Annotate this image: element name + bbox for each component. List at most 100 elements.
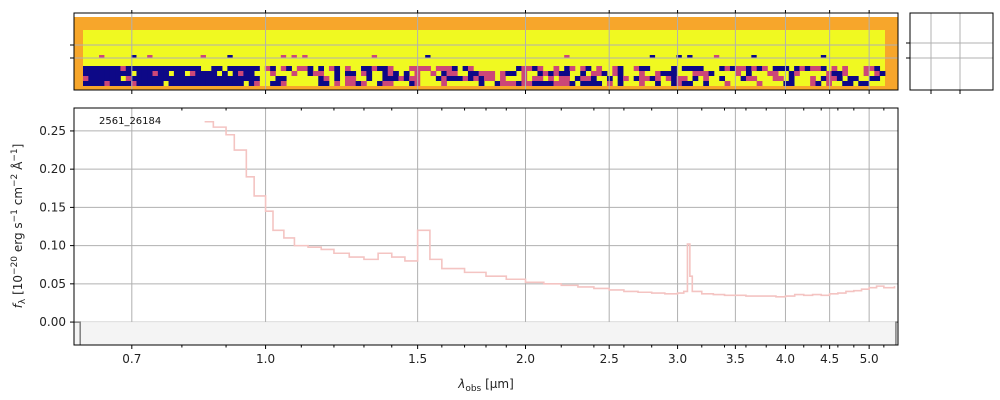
heatmap-cell: [173, 71, 180, 76]
heatmap-cell: [639, 71, 645, 76]
heatmap-cell: [302, 66, 308, 71]
heatmap-cell: [254, 66, 260, 71]
heatmap-cell: [863, 66, 870, 71]
heatmap-cell: [676, 81, 683, 86]
heatmap-cell: [307, 66, 314, 71]
heatmap-cell: [804, 66, 811, 71]
heatmap-cell: [788, 81, 795, 86]
heatmap-cell: [238, 71, 244, 76]
heatmap-cell: [205, 81, 212, 86]
heatmap-cell: [270, 71, 276, 76]
heatmap-cell: [387, 81, 394, 86]
x-tick-label: 4.5: [820, 352, 839, 366]
heatmap-cell: [238, 76, 244, 81]
heatmap-cell: [232, 66, 239, 71]
heatmap-cell: [286, 66, 292, 71]
heatmap-cell: [125, 71, 132, 76]
heatmap-cell: [751, 76, 758, 81]
heatmap-cell: [409, 66, 415, 71]
heatmap-cell: [794, 66, 800, 71]
heatmap-cell: [227, 55, 233, 58]
heatmap-cell: [687, 66, 693, 71]
heatmap-cells: [74, 17, 898, 90]
heatmap-cell: [617, 66, 624, 71]
heatmap-cell: [580, 76, 586, 81]
spectrum-1d-background: [74, 108, 898, 345]
spectrum-ticks: 0.7 1.0 1.5 2.0 2.5 3.0 3.5 4.0 4.5 5.0 0.00 0.05 0.…: [39, 108, 885, 366]
heatmap-cell: [681, 76, 688, 81]
heatmap-cell: [740, 76, 747, 81]
spectrum-2d-panel: [70, 10, 899, 94]
heatmap-cell: [596, 81, 603, 86]
heatmap-cell: [826, 81, 832, 86]
y-tick-label: 0.20: [39, 162, 66, 176]
heatmap-cell: [617, 71, 624, 76]
heatmap-cell: [227, 66, 234, 71]
heatmap-cell: [852, 76, 859, 81]
spectrum-line: [204, 120, 896, 298]
heatmap-cell: [542, 71, 549, 76]
heatmap-cell: [858, 81, 865, 86]
heatmap-cell: [462, 76, 469, 81]
heatmap-cell: [756, 66, 763, 71]
heatmap-cell: [83, 76, 89, 81]
heatmap-cell: [409, 81, 415, 86]
heatmap-cell: [88, 81, 95, 86]
heatmap-cell: [409, 76, 415, 81]
heatmap-cell: [99, 71, 105, 76]
heatmap-cell: [157, 66, 164, 71]
heatmap-cell: [189, 71, 196, 76]
heatmap-cell: [863, 81, 870, 86]
heatmap-cell: [243, 76, 250, 81]
heatmap-cell: [147, 55, 153, 58]
spectrum-2d-frame: [73, 12, 899, 91]
heatmap-cell: [815, 66, 822, 71]
heatmap-cell: [692, 76, 699, 81]
heatmap-cell: [248, 66, 255, 71]
side-panel-frame: [909, 12, 994, 91]
heatmap-cell: [815, 81, 822, 86]
heatmap-cell: [542, 81, 549, 86]
heatmap-cell: [216, 66, 223, 71]
heatmap-cell: [344, 81, 351, 86]
heatmap-cell: [772, 66, 779, 71]
heatmap-cell: [168, 66, 175, 71]
heatmap-cell: [195, 81, 202, 86]
heatmap-cell: [163, 66, 169, 71]
heatmap-cell: [99, 81, 105, 86]
heatmap-cell: [200, 55, 206, 58]
heatmap-cell: [681, 66, 688, 71]
heatmap-cell: [232, 81, 239, 86]
heatmap-cell: [836, 71, 843, 76]
heatmap-cell: [136, 81, 143, 86]
heatmap-cell: [88, 66, 95, 71]
heatmap-cell: [318, 71, 324, 76]
heatmap-cell: [649, 55, 656, 58]
heatmap-cell: [323, 81, 330, 86]
heatmap-cell: [772, 76, 779, 81]
heatmap-cell: [243, 66, 250, 71]
heatmap-cell: [601, 71, 608, 76]
side-panel: [906, 12, 994, 94]
heatmap-cell: [238, 66, 244, 71]
heatmap-cell: [136, 66, 143, 71]
heatmap-cell: [826, 71, 832, 76]
heatmap-cell: [558, 81, 565, 86]
heatmap-cell: [232, 76, 239, 81]
heatmap-cell: [104, 81, 111, 86]
heatmap-cell: [590, 81, 597, 86]
x-tick-label: 2.5: [600, 352, 619, 366]
heatmap-cell: [216, 76, 223, 81]
heatmap-cell: [109, 76, 116, 81]
heatmap-cell: [88, 71, 95, 76]
heatmap-cell: [831, 76, 838, 81]
heatmap-cell: [810, 81, 816, 86]
heatmap-cell: [350, 76, 357, 81]
heatmap-cell: [205, 71, 212, 76]
heatmap-cell: [745, 71, 752, 76]
heatmap-cell: [179, 76, 185, 81]
heatmap-cell: [248, 76, 255, 81]
heatmap-cell: [254, 76, 260, 81]
heatmap-cell: [569, 81, 576, 86]
heatmap-cell: [446, 66, 453, 71]
